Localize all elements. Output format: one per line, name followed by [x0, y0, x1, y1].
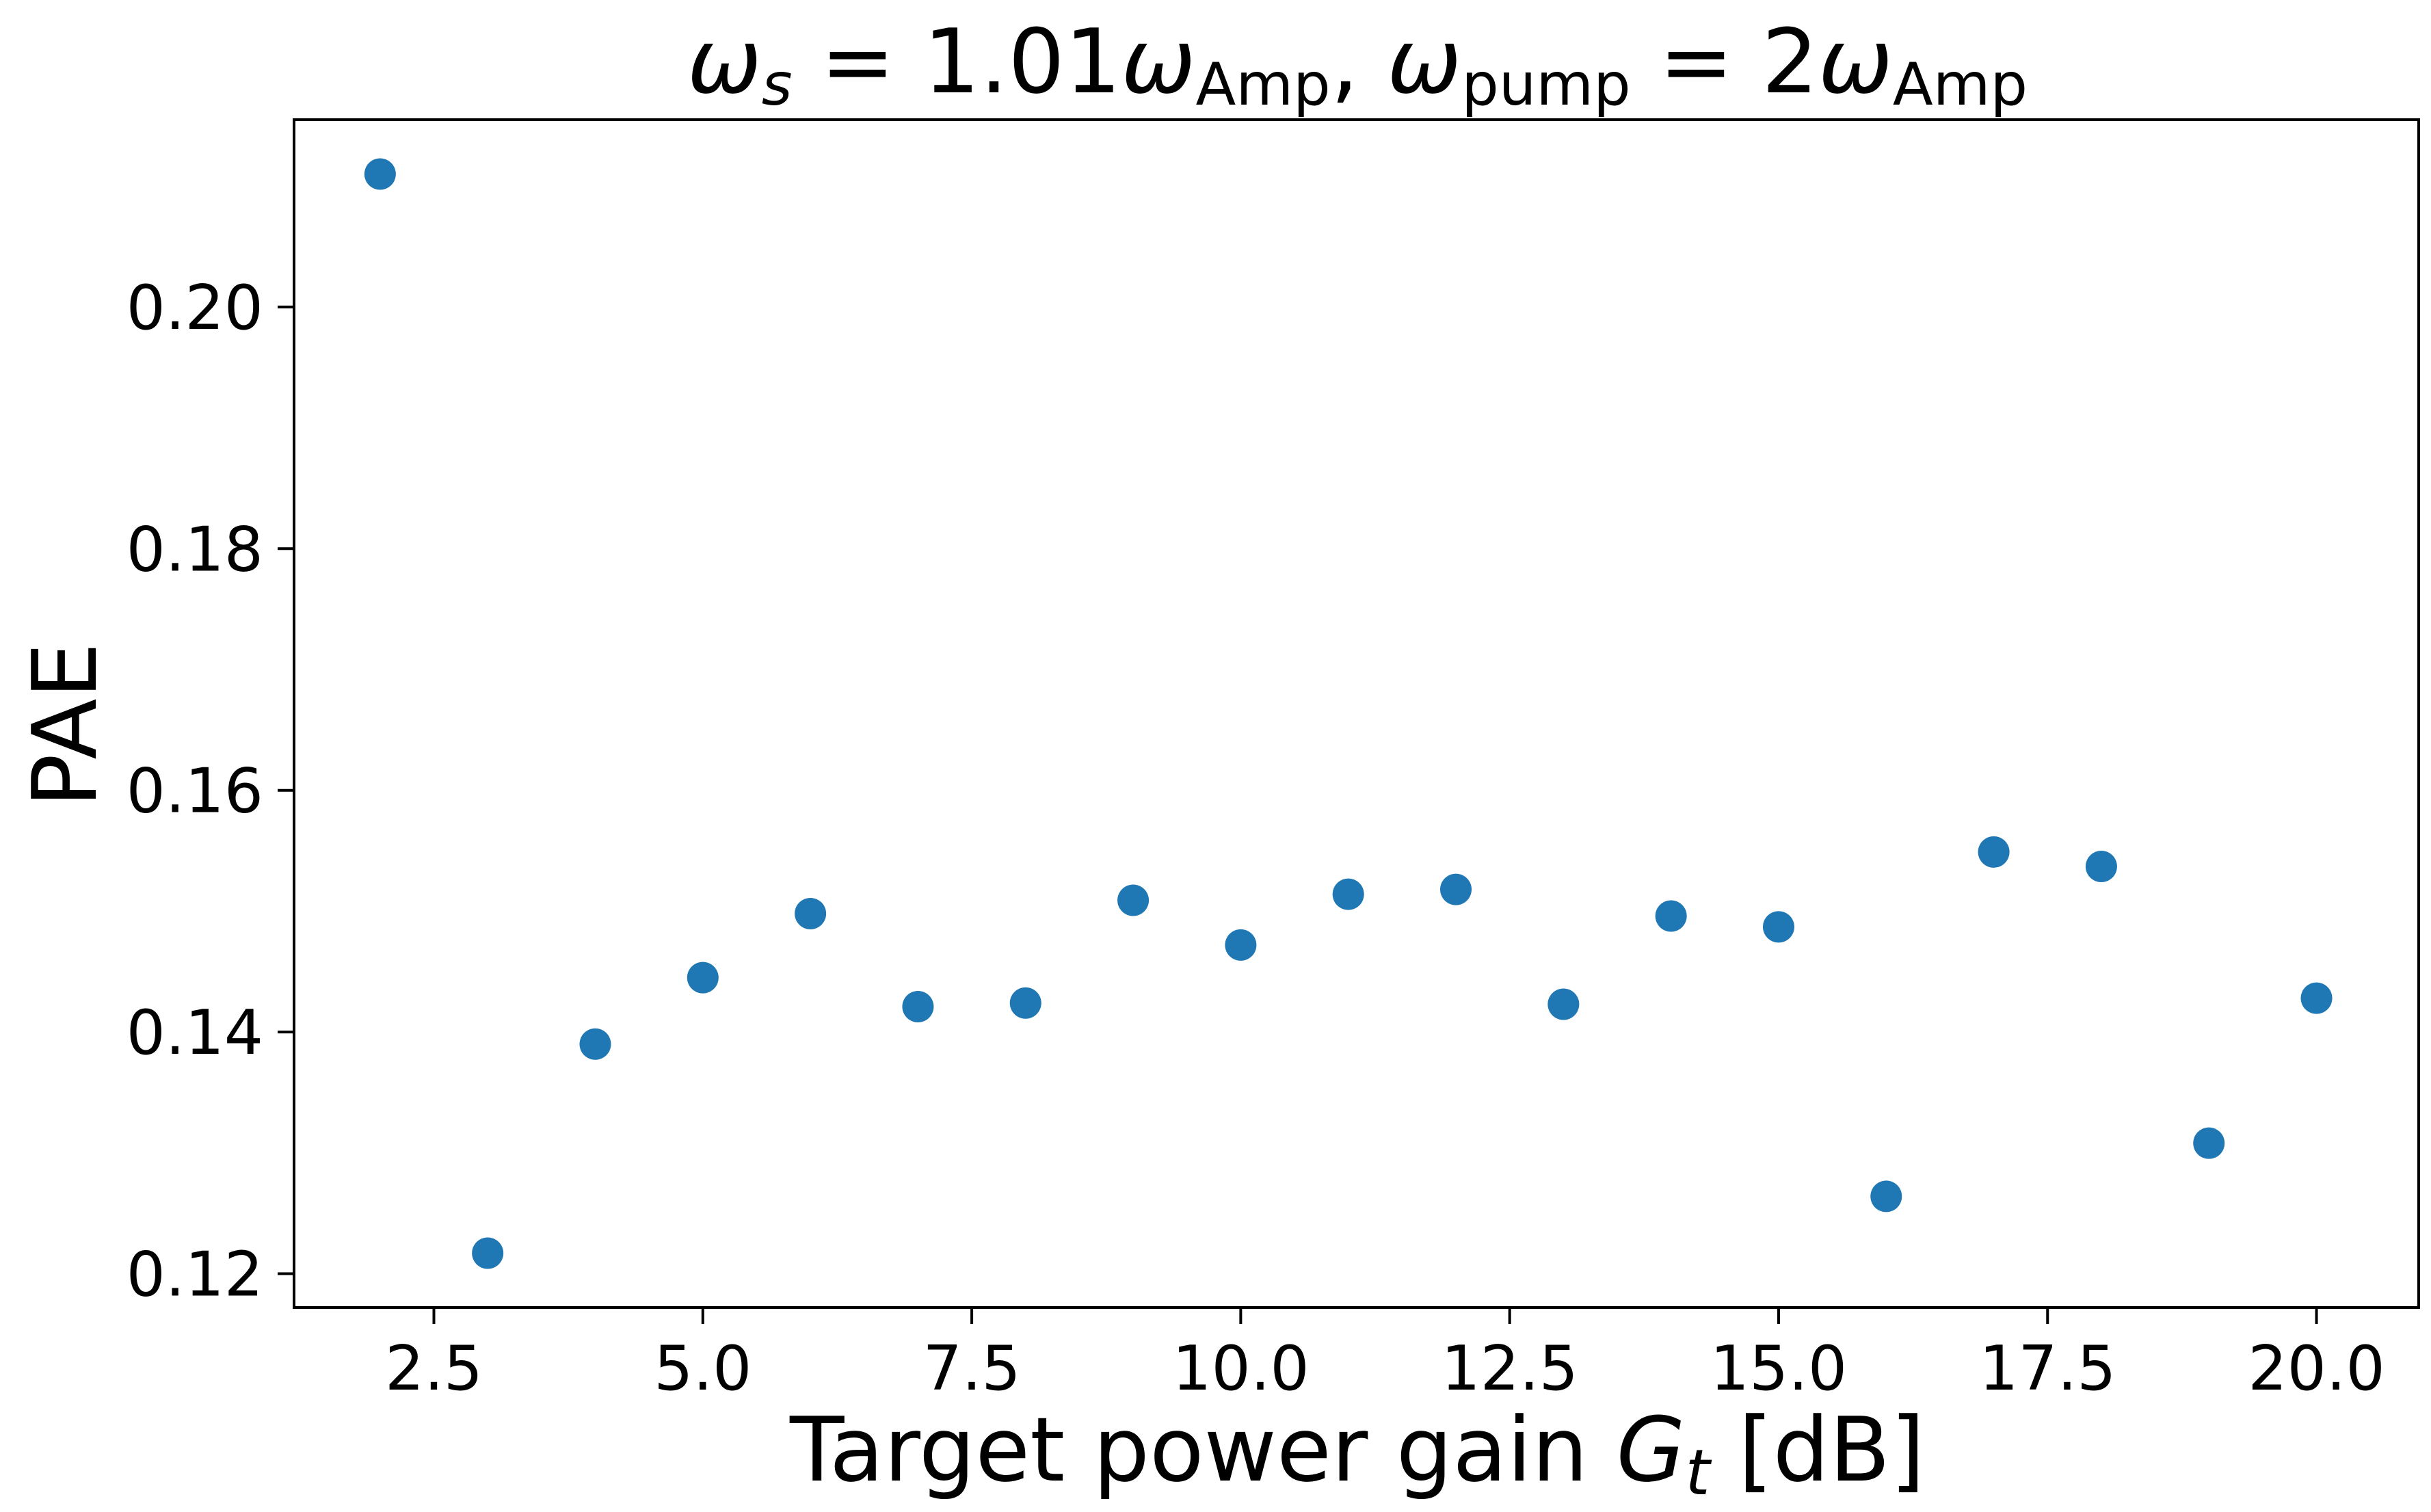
- data-point: [1655, 900, 1687, 932]
- data-point: [2085, 851, 2117, 883]
- data-point: [2193, 1127, 2225, 1159]
- y-tick-label: 0.14: [127, 997, 263, 1069]
- data-point: [364, 158, 396, 190]
- data-point: [902, 991, 934, 1023]
- data-point: [472, 1237, 504, 1269]
- y-tick-label: 0.16: [127, 756, 263, 827]
- y-tick-label: 0.18: [127, 514, 263, 585]
- x-tick-label: 2.5: [385, 1333, 483, 1405]
- data-point: [687, 961, 719, 994]
- x-tick-label: 17.5: [1979, 1333, 2116, 1405]
- data-point: [579, 1028, 611, 1060]
- x-axis-label: Target power gain Gt [dB]: [789, 1398, 1925, 1509]
- data-point: [1332, 878, 1364, 910]
- data-point: [1978, 836, 2010, 868]
- y-axis: 0.12 0.14 0.16 0.18 0.20: [127, 272, 294, 1311]
- x-tick-label: 15.0: [1710, 1333, 1847, 1405]
- x-tick-label: 20.0: [2248, 1333, 2384, 1405]
- data-point: [1762, 911, 1794, 943]
- data-points: [364, 158, 2333, 1269]
- data-point: [1547, 988, 1580, 1020]
- data-point: [1009, 987, 1041, 1019]
- data-point: [795, 897, 827, 929]
- y-tick-label: 0.12: [127, 1239, 263, 1311]
- x-tick-label: 10.0: [1172, 1333, 1309, 1405]
- data-point: [1225, 929, 1257, 961]
- y-tick-label: 0.20: [127, 272, 263, 344]
- x-tick-label: 5.0: [654, 1333, 752, 1405]
- plot-area-frame: [293, 118, 2420, 1309]
- data-point: [1117, 884, 1150, 916]
- data-point: [2300, 982, 2333, 1014]
- chart-title: ωs = 1.01ωAmp, ωpump = 2ωAmp: [687, 10, 2028, 119]
- data-point: [1870, 1180, 1902, 1212]
- x-tick-label: 12.5: [1441, 1333, 1578, 1405]
- x-axis: 2.5 5.0 7.5 10.0 12.5 15.0 17.5 20.0: [385, 1308, 2385, 1405]
- y-axis-label: PAE: [13, 642, 117, 807]
- x-tick-label: 7.5: [923, 1333, 1021, 1405]
- data-point: [1440, 873, 1472, 905]
